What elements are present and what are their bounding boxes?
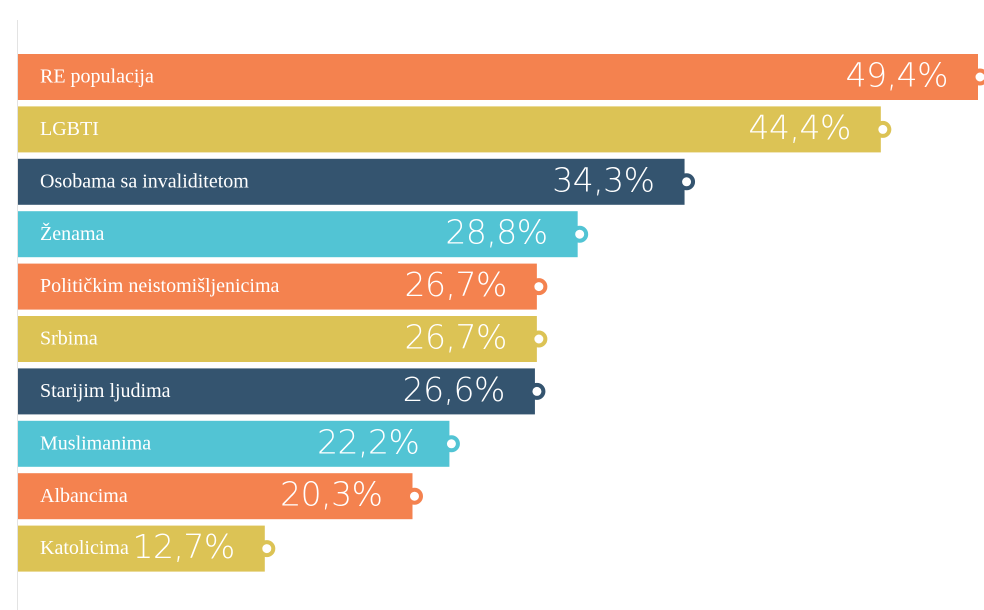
- value-label: 28,8%: [445, 213, 547, 252]
- bar: [18, 263, 537, 310]
- value-label: 12,7%: [132, 527, 234, 566]
- category-label: RE populacija: [40, 66, 154, 88]
- bar-end-dot: [405, 487, 423, 505]
- category-label: Muslimanima: [40, 432, 151, 454]
- bar: [18, 473, 413, 520]
- bar-end-dot: [530, 330, 548, 348]
- bar-end-dot: [971, 68, 984, 86]
- bar: [18, 106, 881, 153]
- bar-end-dot: [530, 278, 548, 296]
- category-label: Ženama: [40, 222, 105, 245]
- bar: [18, 158, 685, 205]
- bar-end-dot: [874, 120, 892, 138]
- value-label: 49,4%: [846, 56, 948, 95]
- bar: [18, 54, 978, 100]
- value-label: 44,4%: [748, 108, 850, 147]
- bar: [18, 420, 450, 467]
- bar-end-dot: [571, 225, 589, 243]
- bar: [18, 211, 578, 258]
- value-label: 26,7%: [405, 265, 507, 304]
- bar-end-dot: [678, 173, 696, 191]
- bar: [18, 368, 535, 415]
- category-label: LGBTI: [40, 118, 99, 140]
- category-label: Albancima: [40, 485, 128, 507]
- value-label: 26,7%: [405, 318, 507, 357]
- value-label: 26,6%: [403, 370, 505, 409]
- bar: [18, 316, 537, 362]
- value-label: 22,2%: [317, 422, 419, 461]
- bar-end-dot: [258, 540, 276, 558]
- bar-end-dot: [442, 435, 460, 453]
- bar: [18, 525, 265, 572]
- category-label: Starijim ljudima: [40, 380, 171, 402]
- category-label: Srbima: [40, 328, 98, 350]
- category-label: Katolicima: [40, 537, 129, 559]
- bar-end-dot: [528, 382, 546, 400]
- category-label: Političkim neistomišljenicima: [40, 275, 280, 297]
- category-label: Osobama sa invaliditetom: [40, 170, 249, 192]
- value-label: 20,3%: [280, 475, 382, 514]
- value-label: 34,3%: [552, 160, 654, 199]
